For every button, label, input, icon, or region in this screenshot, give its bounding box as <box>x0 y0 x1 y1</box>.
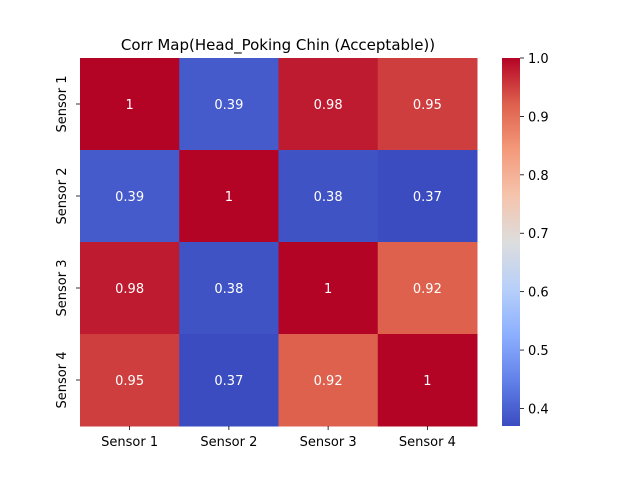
heatmap-cells <box>80 58 478 427</box>
colorbar <box>502 58 520 426</box>
heatmap-cell-2-2 <box>179 150 279 243</box>
cell-annotation: 0.95 <box>413 98 442 113</box>
heatmap-cell-4-4 <box>377 334 478 427</box>
cell-annotation: 0.37 <box>413 190 442 205</box>
heatmap-cell-1-2 <box>179 58 279 151</box>
colorbar-tick-label: 0.9 <box>528 110 549 125</box>
heatmap-cell-4-1 <box>80 334 180 427</box>
cell-annotation: 1 <box>324 282 332 297</box>
cell-annotations: 1 0.39 0.98 0.95 0.39 1 0.38 0.37 0.98 0.38 1 0.92 0… <box>115 98 442 389</box>
y-tick-label: Sensor 2 <box>55 168 70 225</box>
colorbar-tick-label: 0.5 <box>528 344 549 359</box>
cell-annotation: 0.38 <box>214 282 243 297</box>
chart-title: Corr Map(Head_Poking Chin (Acceptable)) <box>121 36 435 55</box>
cell-annotation: 0.98 <box>115 282 144 297</box>
heatmap-cell-2-1 <box>80 150 180 243</box>
heatmap-cell-1-3 <box>278 58 379 151</box>
heatmap-cell-3-1 <box>80 242 180 335</box>
cell-annotation: 0.37 <box>214 374 243 389</box>
cell-annotation: 0.95 <box>115 374 144 389</box>
heatmap-cell-4-2 <box>179 334 279 427</box>
heatmap-cell-2-4 <box>377 150 478 243</box>
cell-annotation: 0.92 <box>413 282 442 297</box>
x-tick-label: Sensor 3 <box>300 435 357 450</box>
heatmap-cell-1-4 <box>377 58 478 151</box>
heatmap-cell-3-2 <box>179 242 279 335</box>
cell-annotation: 1 <box>423 374 431 389</box>
x-axis-ticks: Sensor 1 Sensor 2 Sensor 3 Sensor 4 <box>101 426 456 450</box>
cell-annotation: 0.92 <box>314 374 343 389</box>
colorbar-tick-label: 0.8 <box>528 169 549 184</box>
heatmap-cell-1-1 <box>80 58 180 151</box>
y-tick-label: Sensor 3 <box>55 260 70 317</box>
heatmap-cell-4-3 <box>278 334 379 427</box>
x-tick-label: Sensor 1 <box>101 435 158 450</box>
y-axis-ticks: Sensor 1 Sensor 2 Sensor 3 Sensor 4 <box>55 76 80 409</box>
colorbar-tick-label: 0.6 <box>528 286 549 301</box>
y-tick-label: Sensor 4 <box>55 352 70 409</box>
cell-annotation: 1 <box>225 190 233 205</box>
x-tick-label: Sensor 2 <box>200 435 257 450</box>
cell-annotation: 0.39 <box>214 98 243 113</box>
cell-annotation: 0.98 <box>314 98 343 113</box>
cell-annotation: 1 <box>125 98 133 113</box>
cell-annotation: 0.39 <box>115 190 144 205</box>
colorbar-tick-label: 0.7 <box>528 227 549 242</box>
colorbar-ticks: 0.4 0.5 0.6 0.7 0.8 0.9 1.0 <box>520 52 549 417</box>
y-tick-label: Sensor 1 <box>55 76 70 133</box>
colorbar-tick-label: 0.4 <box>528 402 549 417</box>
x-tick-label: Sensor 4 <box>399 435 456 450</box>
cell-annotation: 0.38 <box>314 190 343 205</box>
heatmap-cell-2-3 <box>278 150 379 243</box>
heatmap-cell-3-4 <box>377 242 478 335</box>
colorbar-tick-label: 1.0 <box>528 52 549 67</box>
heatmap-cell-3-3 <box>278 242 379 335</box>
